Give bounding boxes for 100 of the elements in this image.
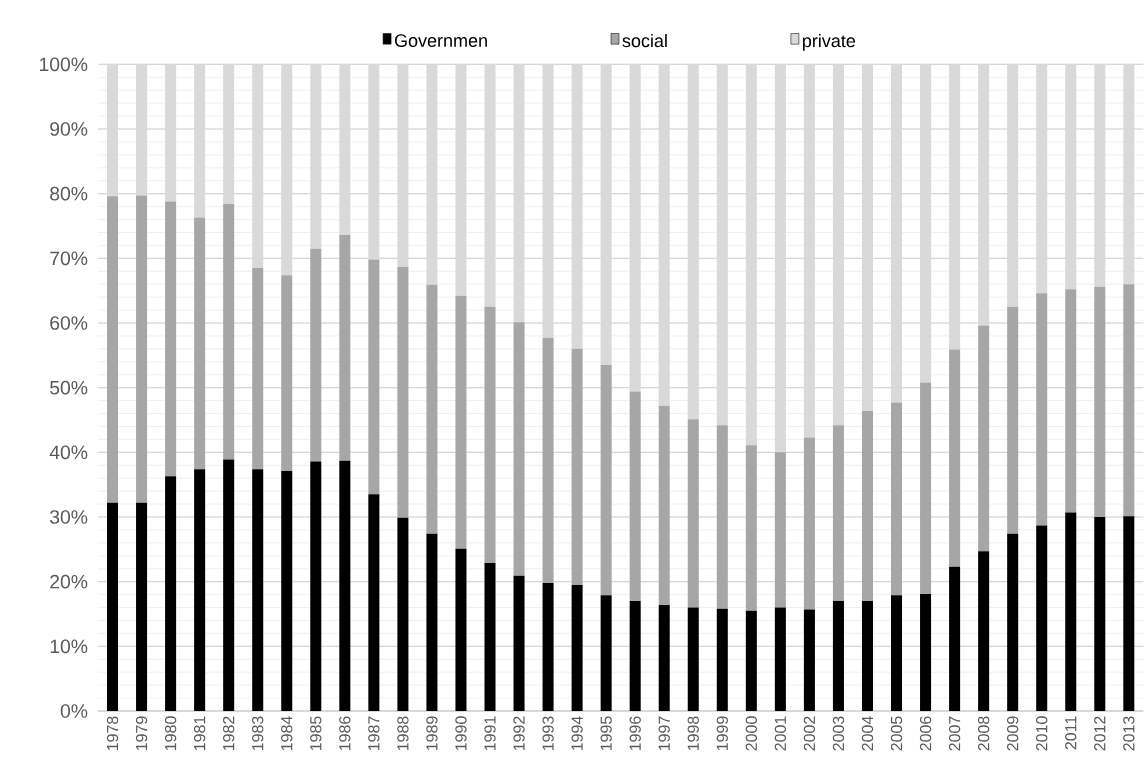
x-tick-label: 1978 (106, 716, 119, 751)
bar (542, 582, 554, 711)
y-tick-label: 70% (50, 251, 88, 266)
bar (426, 64, 438, 285)
bar (1036, 525, 1048, 711)
bar (1123, 284, 1135, 517)
bar (484, 562, 496, 711)
bar (1036, 293, 1048, 526)
bar (281, 64, 293, 276)
bar (310, 461, 322, 711)
bar (978, 64, 990, 326)
y-tick-label: 80% (50, 186, 88, 201)
bar (426, 533, 438, 711)
x-tick-label: 2012 (1094, 716, 1106, 751)
bar (832, 64, 844, 426)
bar (368, 259, 380, 495)
x-tick-label: 1989 (426, 716, 438, 751)
bar (368, 64, 380, 260)
bar (194, 217, 206, 470)
bar (774, 607, 786, 711)
bar (1007, 306, 1019, 534)
bar (745, 445, 757, 611)
bar (368, 494, 380, 711)
legend-label: Governmen (394, 34, 487, 47)
bar (949, 349, 961, 567)
y-tick-label: 30% (50, 510, 88, 524)
bar (1123, 64, 1135, 285)
bar (600, 595, 612, 711)
x-tick-label: 2009 (1007, 716, 1019, 751)
x-tick-label: 2006 (919, 716, 932, 751)
y-tick-label: 0% (60, 704, 88, 718)
bar (194, 469, 206, 711)
bar (861, 64, 873, 411)
x-tick-label: 1999 (716, 716, 728, 751)
bar (687, 607, 699, 711)
y-tick-label: 40% (49, 445, 88, 460)
bar (513, 64, 525, 323)
bar (658, 64, 670, 406)
bar (1007, 533, 1019, 711)
x-tick-label: 1995 (600, 716, 612, 751)
bar (774, 64, 786, 453)
legend-label: private (802, 33, 856, 51)
x-tick-label: 1979 (135, 716, 148, 751)
bar (803, 609, 815, 711)
bar (861, 410, 873, 602)
x-tick-label: 1988 (397, 716, 409, 751)
bar (978, 325, 990, 552)
bar (310, 64, 322, 249)
bar (397, 64, 409, 267)
bar (484, 306, 496, 563)
bar (107, 502, 119, 711)
x-tick-label: 1981 (193, 716, 206, 751)
bar (716, 608, 728, 711)
x-tick-label: 2007 (948, 716, 961, 751)
bar (339, 64, 351, 236)
bar (136, 502, 148, 711)
x-tick-label: 1986 (339, 716, 351, 751)
bar (455, 295, 467, 549)
x-tick-label: 2013 (1123, 716, 1135, 751)
bar (920, 64, 932, 383)
x-tick-label: 1996 (629, 716, 641, 751)
x-tick-label: 1983 (252, 716, 264, 751)
bar (803, 437, 815, 610)
bar (223, 64, 235, 205)
bar (949, 64, 961, 350)
bar (745, 64, 757, 446)
bar (1094, 64, 1106, 287)
bar (949, 566, 961, 711)
bar (687, 64, 699, 420)
y-tick-label: 10% (50, 639, 88, 654)
y-tick-label: 20% (50, 574, 88, 589)
bar (1007, 64, 1019, 307)
bar (658, 604, 670, 711)
x-tick-label: 1980 (164, 716, 177, 751)
bar (107, 196, 119, 503)
bar (107, 64, 119, 197)
bar (455, 64, 467, 296)
bar (1065, 289, 1077, 513)
bar (397, 266, 409, 518)
bar (455, 548, 467, 711)
bar (629, 601, 641, 711)
bar (1065, 512, 1077, 711)
bar (774, 452, 786, 608)
bar (716, 425, 728, 609)
x-tick-label: 2003 (832, 716, 845, 751)
bar (687, 419, 699, 608)
bar (426, 284, 438, 534)
bar (542, 337, 554, 583)
bar (1036, 64, 1048, 294)
legend-label: social (622, 33, 667, 48)
x-tick-label: 2004 (861, 716, 874, 751)
bar (571, 64, 583, 349)
y-tick-label: 90% (50, 122, 88, 136)
x-tick-label: 1994 (571, 716, 583, 751)
bar (281, 275, 293, 472)
bar (165, 476, 177, 711)
x-tick-label: 1993 (542, 716, 554, 751)
bar (513, 322, 525, 576)
bar (339, 460, 351, 711)
x-tick-label: 2005 (890, 716, 903, 751)
